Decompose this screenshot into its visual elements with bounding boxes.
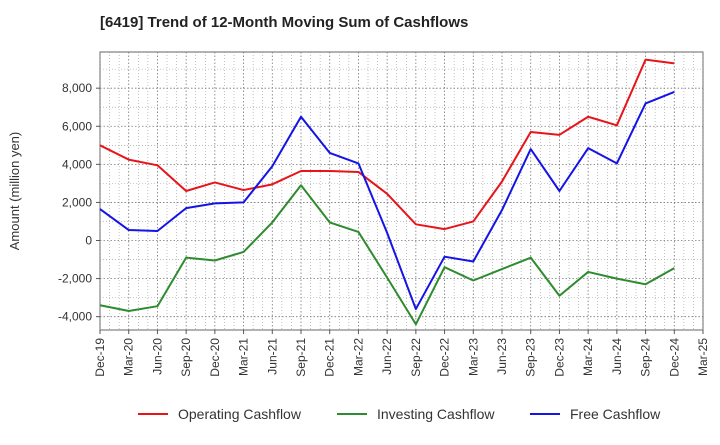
x-tick-label: Mar-25 <box>696 338 710 376</box>
x-tick-label: Sep-21 <box>294 338 308 377</box>
x-tick-label: Sep-22 <box>409 338 423 377</box>
legend-label: Free Cashflow <box>570 406 661 422</box>
y-tick-label: 2,000 <box>62 195 92 209</box>
x-tick-label: Jun-21 <box>265 338 279 375</box>
x-tick-label: Sep-20 <box>179 338 193 377</box>
plot-area <box>100 52 703 330</box>
x-tick-label: Dec-24 <box>667 338 681 377</box>
x-tick-label: Mar-24 <box>581 338 595 376</box>
x-tick-label: Sep-23 <box>524 338 538 377</box>
legend-label: Investing Cashflow <box>377 406 495 422</box>
x-tick-label: Mar-21 <box>237 338 251 376</box>
x-tick-label: Dec-19 <box>93 338 107 377</box>
y-tick-label: 4,000 <box>62 157 92 171</box>
x-tick-label: Jun-24 <box>610 338 624 375</box>
y-tick-label: 0 <box>85 234 92 248</box>
x-tick-label: Sep-24 <box>639 338 653 377</box>
x-tick-label: Jun-20 <box>150 338 164 375</box>
y-tick-label: 6,000 <box>62 119 92 133</box>
y-tick-label: 8,000 <box>62 81 92 95</box>
x-tick-label: Dec-20 <box>208 338 222 377</box>
x-tick-label: Dec-21 <box>323 338 337 377</box>
y-axis-label: Amount (million yen) <box>7 132 22 251</box>
y-tick-label: -4,000 <box>58 310 92 324</box>
legend-label: Operating Cashflow <box>178 406 302 422</box>
y-tick-label: -2,000 <box>58 272 92 286</box>
x-tick-label: Mar-23 <box>466 338 480 376</box>
x-tick-label: Jun-22 <box>380 338 394 375</box>
x-tick-label: Mar-22 <box>351 338 365 376</box>
x-tick-label: Dec-23 <box>552 338 566 377</box>
x-tick-label: Dec-22 <box>438 338 452 377</box>
chart-title: [6419] Trend of 12-Month Moving Sum of C… <box>100 14 468 31</box>
x-tick-label: Mar-20 <box>122 338 136 376</box>
legend: Operating Cashflow Investing Cashflow Free… <box>138 406 661 422</box>
x-tick-label: Jun-23 <box>495 338 509 375</box>
